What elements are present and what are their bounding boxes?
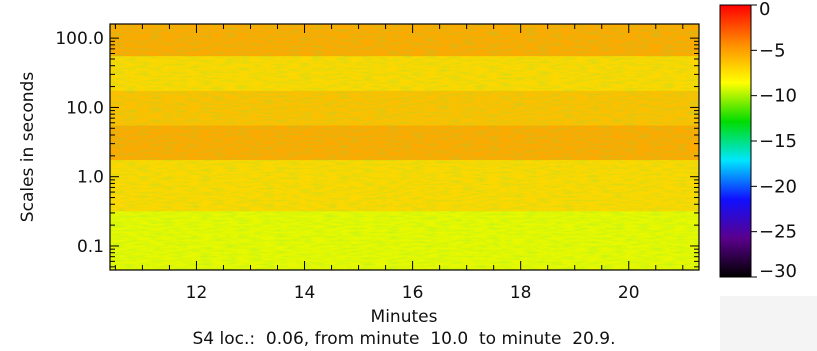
heatmap-area [109, 23, 700, 271]
colorbar-tick-label: 0 [759, 0, 770, 20]
colorbar-tick-label: −30 [759, 261, 797, 282]
caption: S4 loc.: 0.06, from minute 10.0 to minut… [193, 329, 616, 349]
y-tick-label: 10.0 [66, 98, 104, 118]
x-tick-label: 20 [618, 283, 640, 303]
plot-frame [109, 23, 700, 271]
colorbar-tick-label: −15 [759, 131, 797, 152]
colorbar-gradient [719, 4, 752, 278]
heatmap-texture [110, 24, 699, 270]
y-tick-label: 0.1 [77, 237, 104, 257]
colorbar-tick-label: −10 [759, 86, 797, 107]
y-axis: 0.1 1.0 10.0 100.0 [55, 29, 699, 268]
x-axis-label: Minutes [371, 307, 438, 327]
x-tick-label: 14 [294, 283, 316, 303]
x-axis: 12 14 16 18 20 [114, 24, 684, 303]
y-tick-label: 1.0 [77, 168, 104, 188]
colorbar-footer-panel [720, 296, 817, 351]
x-tick-label: 12 [186, 283, 208, 303]
y-tick-label: 100.0 [55, 29, 104, 49]
colorbar-tick-label: −5 [759, 40, 786, 61]
y-axis-label: Scales in seconds [18, 72, 38, 223]
colorbar-tick-label: −25 [759, 222, 797, 243]
colorbar-tick-label: −20 [759, 176, 797, 197]
colorbar-ticks: 0 −5 −10 −15 −20 −25 −30 [751, 0, 797, 282]
x-tick-label: 16 [402, 283, 424, 303]
x-tick-label: 18 [510, 283, 532, 303]
colorbar: 0 −5 −10 −15 −20 −25 −30 [719, 0, 817, 351]
